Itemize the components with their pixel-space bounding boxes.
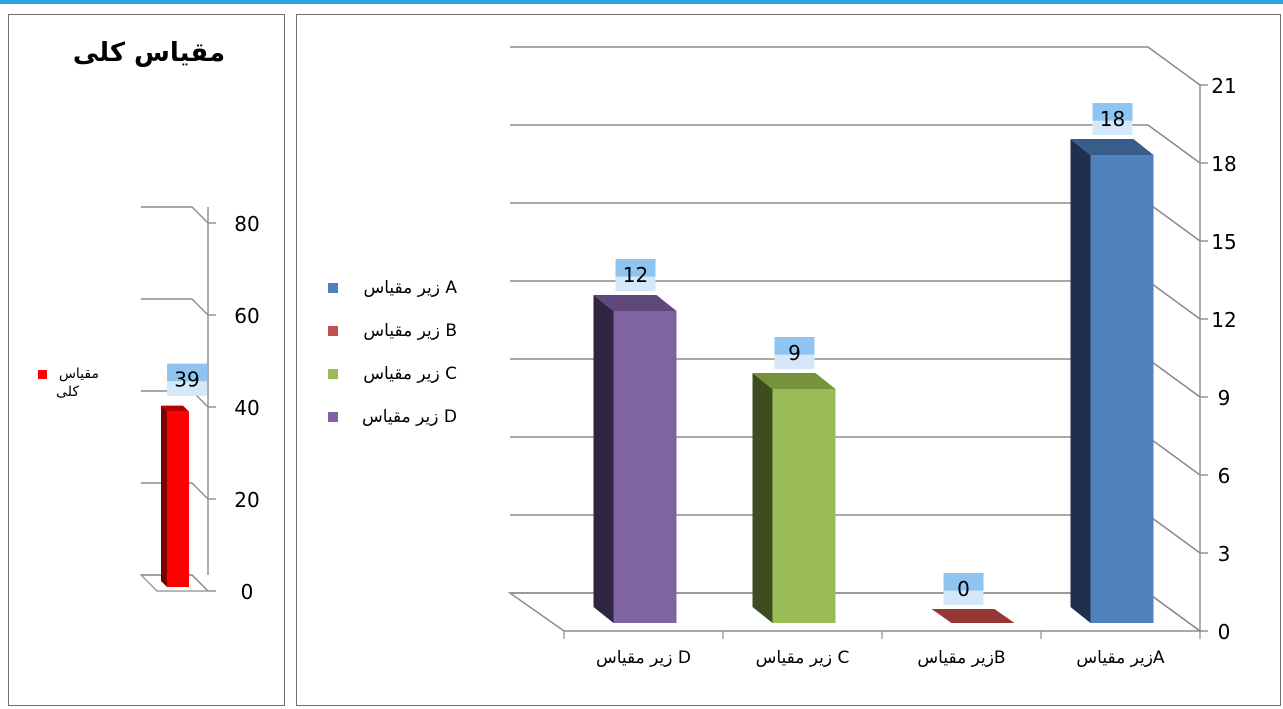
gridline <box>510 46 1201 86</box>
y-tick-label: 9 <box>1218 386 1231 410</box>
data-label-text: 12 <box>623 263 648 287</box>
legend-swatch <box>328 283 338 293</box>
data-label-text: 18 <box>1100 107 1125 131</box>
y-tick-label: 3 <box>1218 542 1231 566</box>
bar-side <box>593 295 614 623</box>
y-tick-label: 0 <box>1218 620 1231 644</box>
legend-swatch <box>38 370 47 379</box>
y-tick-label: 80 <box>234 212 259 236</box>
bar-top <box>161 405 189 412</box>
x-category-label: زیر مقیاسA <box>1076 648 1165 668</box>
gridline <box>141 206 209 224</box>
data-label: 12 <box>615 259 656 291</box>
bar-top <box>593 295 677 311</box>
bar-front <box>772 389 836 623</box>
data-label: 39 <box>167 363 207 396</box>
data-label: 9 <box>774 337 815 369</box>
legend-swatch <box>328 369 338 379</box>
subscale-chart-panel: 18 0 9 12 0 3 6 9 12 15 18 21 زیر مقیاسA زیر مقیاسB… <box>296 14 1281 706</box>
data-label-text: 9 <box>788 341 801 365</box>
legend: مقیاس کلی <box>38 366 99 400</box>
overall-chart-panel: مقیاس کلی 39 0 20 40 60 80 مقیاس کلی <box>8 14 285 706</box>
legend-swatch <box>328 412 338 422</box>
bar-front <box>1090 155 1154 623</box>
legend-label: زیر مقیاس B <box>363 321 457 341</box>
bar-overall <box>167 411 189 587</box>
subscale-chart: 18 0 9 12 0 3 6 9 12 15 18 21 زیر مقیاسA زیر مقیاسB… <box>328 46 1237 668</box>
bar-top <box>752 373 836 389</box>
x-category-label: زیر مقیاس C <box>756 648 850 668</box>
bar-side <box>161 405 167 587</box>
chart-title: مقیاس کلی <box>73 38 225 68</box>
legend-label: زیر مقیاس D <box>362 407 457 427</box>
x-category-label: زیر مقیاسB <box>917 648 1005 668</box>
data-label: 0 <box>943 573 984 605</box>
top-accent-line <box>0 0 1283 4</box>
gridline <box>141 482 209 500</box>
legend: زیر مقیاس A زیر مقیاس B زیر مقیاس C زیر مقی… <box>328 278 457 427</box>
y-tick-label: 12 <box>1211 308 1236 332</box>
data-label-text: 0 <box>957 577 970 601</box>
bar-1-flat <box>931 609 1015 623</box>
x-category-label: زیر مقیاس D <box>596 648 691 668</box>
y-tick-label: 15 <box>1211 230 1236 254</box>
gridline <box>510 124 1201 164</box>
data-label-text: 39 <box>174 368 199 392</box>
legend-swatch <box>328 326 338 336</box>
y-tick-label: 18 <box>1211 152 1236 176</box>
legend-label: زیر مقیاس A <box>363 278 457 298</box>
legend-label: زیر مقیاس C <box>363 364 457 384</box>
y-tick-label: 20 <box>234 488 259 512</box>
legend-label-line2: کلی <box>56 384 79 400</box>
y-tick-label: 0 <box>241 580 254 604</box>
overall-chart: مقیاس کلی 39 0 20 40 60 80 مقیاس کلی <box>38 38 260 604</box>
y-tick-label: 40 <box>234 396 259 420</box>
bar-side <box>1070 139 1091 623</box>
y-tick-label: 60 <box>234 304 259 328</box>
bar-front <box>613 311 677 623</box>
legend-label-line1: مقیاس <box>59 366 99 382</box>
bar-side <box>752 373 773 623</box>
gridline <box>141 298 209 316</box>
y-tick-label: 6 <box>1218 464 1231 488</box>
y-tick-label: 21 <box>1211 74 1236 98</box>
data-label: 18 <box>1092 103 1133 135</box>
bar-top <box>1070 139 1154 155</box>
